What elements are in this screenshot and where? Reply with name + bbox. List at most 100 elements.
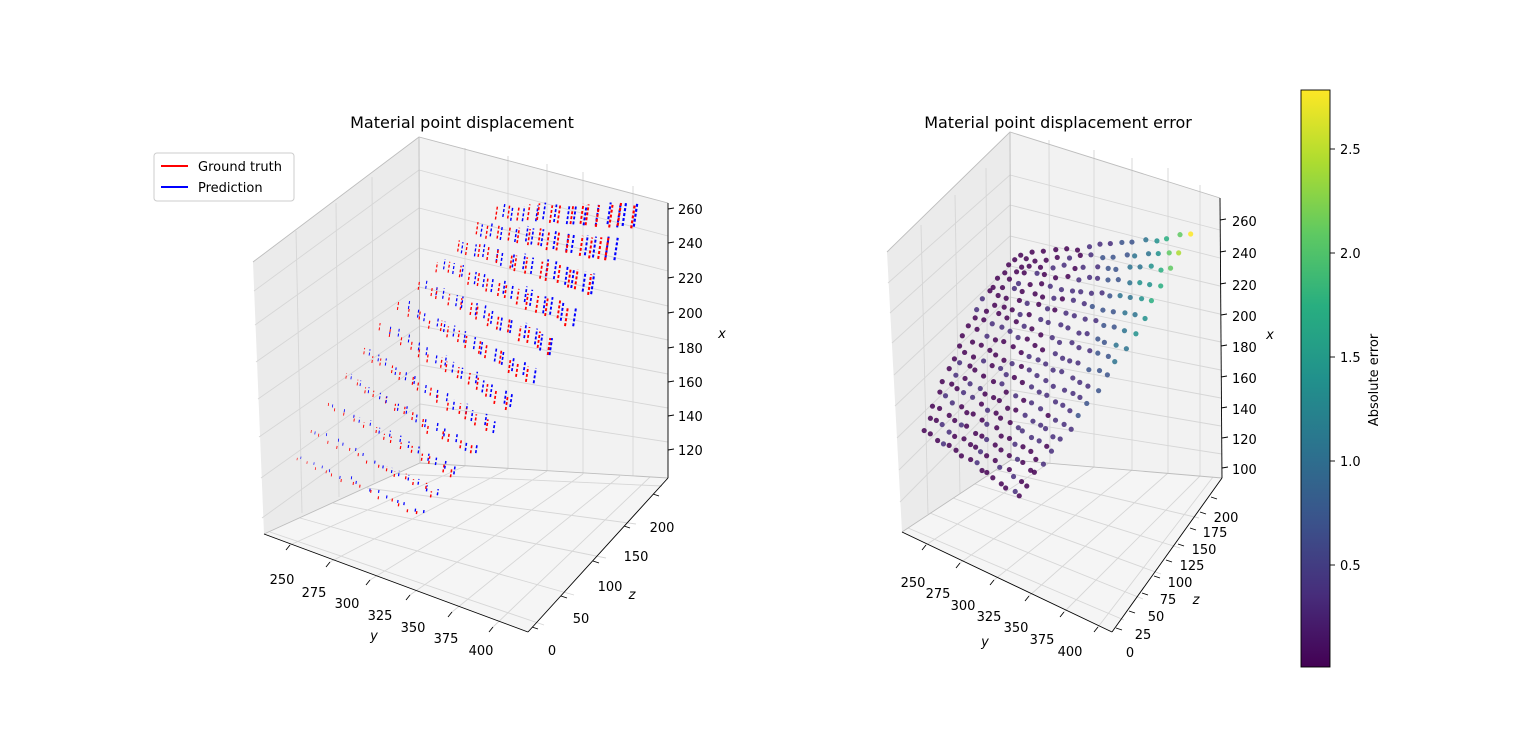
error-point [1137,280,1143,286]
error-point [1095,388,1102,394]
prediction-trace [540,229,545,247]
error-point [1052,275,1059,281]
error-point [977,449,984,455]
error-point [1028,434,1035,441]
error-point [984,436,990,443]
error-point [1049,335,1055,341]
error-point [1145,251,1152,257]
colorbar-tick-label: 2.0 [1340,247,1361,262]
error-point [946,442,952,448]
error-point [1110,254,1116,260]
prediction-trace [499,251,504,266]
prediction-trace [502,203,506,218]
error-point [1067,358,1073,364]
colorbar-gradient [1300,89,1331,668]
error-point [1018,349,1024,356]
prediction-trace [499,316,503,331]
error-point [1003,485,1009,491]
ground-truth-trace [404,473,407,480]
error-point [1012,257,1018,263]
error-point [1093,317,1099,324]
error-point [1038,316,1044,323]
x-tick-label: 375 [1030,633,1055,648]
error-point [939,421,945,428]
y-tick-label: 100 [598,580,623,595]
ground-truth-trace [377,462,380,468]
prediction-trace [511,252,516,268]
left-pane [253,137,420,534]
error-point [993,352,999,358]
ground-truth-trace [458,403,462,415]
legend-label-prediction: Prediction [198,181,263,196]
error-point [1043,377,1049,384]
ground-truth-trace [410,340,413,350]
error-point [1095,264,1101,270]
ground-truth-trace [410,445,413,453]
prediction-trace [482,274,486,288]
prediction-trace [479,224,484,237]
error-point [1060,402,1066,408]
prediction-trace [514,227,518,243]
error-point [937,389,943,395]
ground-truth-trace [357,451,360,457]
error-point [1022,412,1028,418]
y-tick-label: 150 [624,550,649,565]
error-point [1009,361,1015,367]
ground-truth-trace [327,401,330,406]
error-point [1018,252,1024,258]
error-point [994,275,1001,281]
ground-truth-trace [603,237,610,261]
error-point [977,385,983,392]
error-point [1007,328,1013,334]
error-point [952,433,958,440]
error-point [958,422,964,428]
prediction-trace [474,443,478,454]
error-point [1069,340,1075,346]
z-tick-label: 200 [678,307,703,322]
prediction-trace [369,420,372,426]
chart-title: Material point displacement error [924,113,1192,132]
prediction-trace [436,488,439,496]
ground-truth-trace [509,253,514,269]
prediction-trace [455,295,459,307]
error-point [1143,237,1149,243]
error-point [940,441,947,447]
ground-truth-trace [363,347,366,355]
error-point [1011,285,1018,292]
ground-truth-trace [616,202,623,226]
ground-truth-trace [345,373,348,379]
error-point [974,460,980,466]
error-point [1176,250,1182,256]
ground-truth-trace [507,225,512,241]
error-point [998,447,1004,453]
error-point [992,302,998,308]
error-point [1021,397,1027,403]
ground-truth-trace [566,268,572,288]
prediction-trace [539,333,544,351]
prediction-trace [493,348,498,362]
error-point [1006,466,1012,473]
ground-truth-trace [565,233,570,253]
prediction-trace [425,345,429,356]
error-point [1137,264,1143,270]
ground-truth-trace [597,237,603,260]
ground-truth-trace [524,257,529,274]
floor-pane [264,463,668,632]
error-point [1024,336,1030,342]
ground-truth-trace [526,204,531,221]
ground-truth-trace [398,371,401,380]
ground-truth-trace [484,344,488,359]
error-point [1052,351,1058,357]
error-point [962,349,968,356]
prediction-trace [407,441,410,449]
ground-truth-trace [415,509,418,515]
error-point [1122,310,1128,316]
ground-truth-trace [587,274,593,296]
error-point [1019,288,1025,295]
prediction-trace [399,435,402,443]
error-point [1032,342,1038,349]
x-axis-label: y [369,629,378,644]
error-point [996,397,1002,404]
prediction-trace [355,446,357,451]
error-point [992,337,999,343]
